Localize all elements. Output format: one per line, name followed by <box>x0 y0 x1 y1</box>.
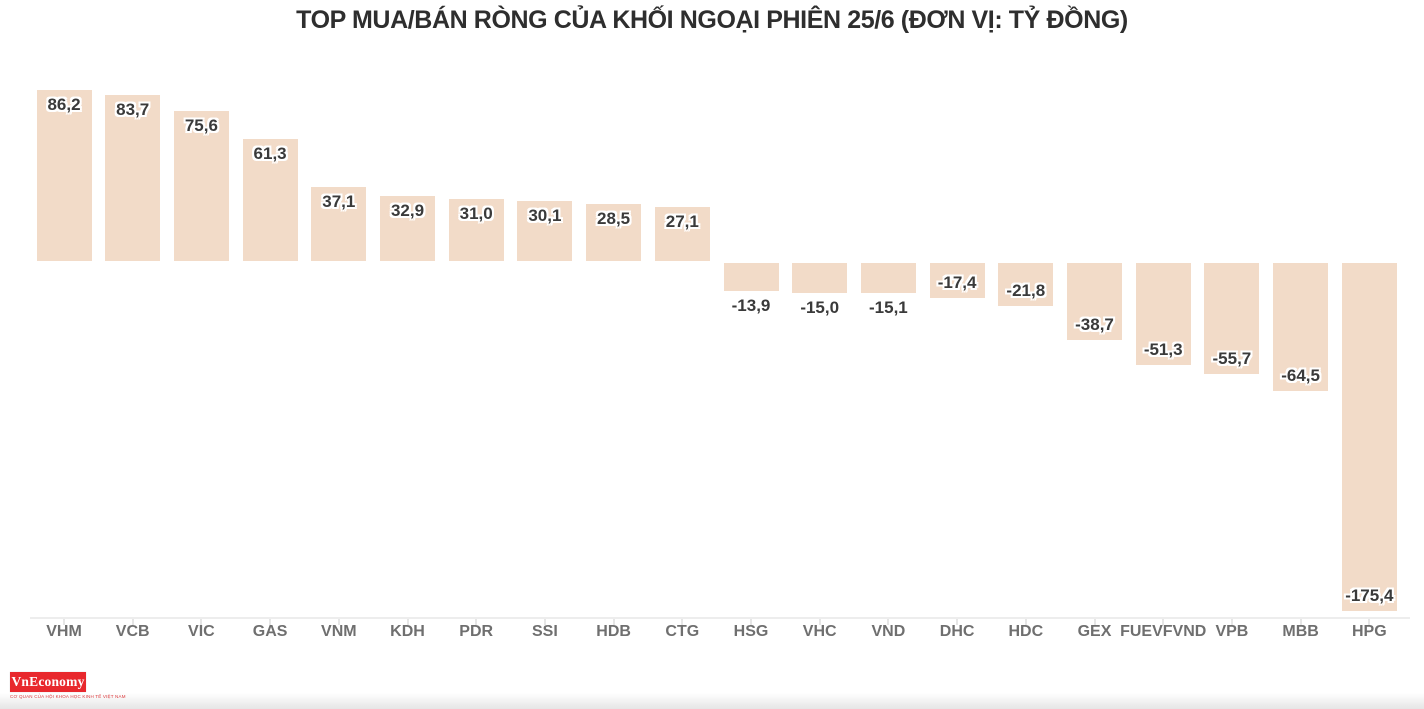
x-label-PDR: PDR <box>459 623 494 640</box>
bar-PDR <box>448 199 504 261</box>
bar-FUEVFVND <box>1135 263 1191 365</box>
bar-KDH <box>380 196 435 261</box>
x-label-FUEVFVND: FUEVFVND <box>1120 623 1207 640</box>
value-label-HSG: -13,9 <box>731 296 771 315</box>
value-label-HDB: 28,5 <box>597 209 631 228</box>
x-label-GEX: GEX <box>1077 623 1112 640</box>
x-label-HDB: HDB <box>596 623 631 640</box>
value-label-HPG: -175,4 <box>1345 586 1394 605</box>
chart-title: TOP MUA/BÁN RÒNG CỦA KHỐI NGOẠI PHIÊN 25… <box>296 6 1128 34</box>
x-label-CTG: CTG <box>665 623 700 640</box>
axis-tick <box>200 619 203 625</box>
x-label-VHM: VHM <box>46 623 82 640</box>
vneconomy-logo: VnEconomy CƠ QUAN CỦA HỘI KHOA HỌC KINH … <box>10 672 126 699</box>
axis-tick <box>337 619 340 625</box>
x-label-SSI: SSI <box>531 623 558 640</box>
axis-tick <box>956 619 959 625</box>
value-label-PDR: 31,0 <box>459 204 493 223</box>
axis-tick <box>681 619 684 625</box>
bar-GEX <box>1067 263 1122 340</box>
x-label-HSG: HSG <box>733 623 769 640</box>
value-label-VND: -15,1 <box>869 298 908 317</box>
bar-HDC <box>998 263 1054 306</box>
x-label-HPG: HPG <box>1351 623 1387 640</box>
axis-tick <box>1162 619 1165 625</box>
value-label-DHC: -17,4 <box>937 273 977 292</box>
value-label-GEX: -38,7 <box>1075 315 1114 334</box>
bar-MBB <box>1273 263 1329 391</box>
x-label-MBB: MBB <box>1282 623 1319 640</box>
vneconomy-logo-tagline: CƠ QUAN CỦA HỘI KHOA HỌC KINH TẾ VIỆT NA… <box>10 694 126 699</box>
bar-VIC <box>173 111 229 261</box>
axis-tick <box>750 619 752 625</box>
value-label-VPB: -55,7 <box>1212 349 1252 368</box>
value-label-VNM: 37,1 <box>322 192 356 211</box>
axis-tick <box>1093 619 1096 625</box>
axis-tick <box>887 619 890 625</box>
axis-tick <box>1230 619 1233 625</box>
axis-tick <box>131 619 134 625</box>
axis-tick <box>269 619 272 625</box>
bar-GAS <box>242 139 298 261</box>
x-label-VPB: VPB <box>1215 623 1249 640</box>
value-label-SSI: 30,1 <box>528 206 562 225</box>
bar-VCB <box>105 95 161 261</box>
bar-HSG <box>723 263 779 291</box>
axis-tick <box>406 619 409 625</box>
axis-tick <box>612 619 615 625</box>
bar-VPB <box>1204 263 1260 374</box>
bar-VHM <box>36 90 92 261</box>
axis-tick <box>475 619 478 625</box>
x-label-GAS: GAS <box>252 623 288 640</box>
value-label-CTG: 27,1 <box>665 212 699 231</box>
value-label-VCB: 83,7 <box>116 100 150 119</box>
axis-tick <box>1368 619 1371 625</box>
x-label-KDH: KDH <box>390 623 425 640</box>
axis-tick <box>1024 619 1027 625</box>
vneconomy-logo-box: VnEconomy <box>10 672 86 692</box>
bar-DHC <box>929 263 985 298</box>
value-label-FUEVFVND: -51,3 <box>1143 340 1183 359</box>
x-label-HDC: HDC <box>1008 623 1044 640</box>
axis-tick <box>63 619 65 625</box>
axis-tick <box>1299 619 1302 625</box>
x-label-DHC: DHC <box>939 623 975 640</box>
bar-VNM <box>311 187 367 261</box>
x-label-VNM: VNM <box>321 623 357 640</box>
vneconomy-logo-text: VnEconomy <box>11 674 85 689</box>
bar-CTG <box>654 207 710 261</box>
x-label-VND: VND <box>871 623 906 640</box>
value-label-KDH: 32,9 <box>390 201 425 220</box>
axis-tick <box>818 619 821 625</box>
value-label-MBB: -64,5 <box>1281 366 1320 385</box>
value-label-GAS: 61,3 <box>253 144 287 163</box>
x-label-VCB: VCB <box>115 623 150 640</box>
axis-tick <box>543 619 546 625</box>
bar-SSI <box>517 201 573 261</box>
value-label-VHC: -15,0 <box>800 298 840 317</box>
bar-HDB <box>586 204 642 261</box>
x-label-VHC: VHC <box>802 623 837 640</box>
value-label-HDC: -21,8 <box>1006 281 1046 300</box>
bottom-edge-gradient <box>0 693 1424 709</box>
value-label-VHM: 86,2 <box>47 95 81 114</box>
bar-HPG <box>1341 263 1397 611</box>
x-axis-line <box>30 617 1410 619</box>
bar-VHC <box>792 263 848 293</box>
bar-VND <box>860 263 916 293</box>
x-label-VIC: VIC <box>188 623 215 640</box>
value-label-VIC: 75,6 <box>184 116 218 135</box>
